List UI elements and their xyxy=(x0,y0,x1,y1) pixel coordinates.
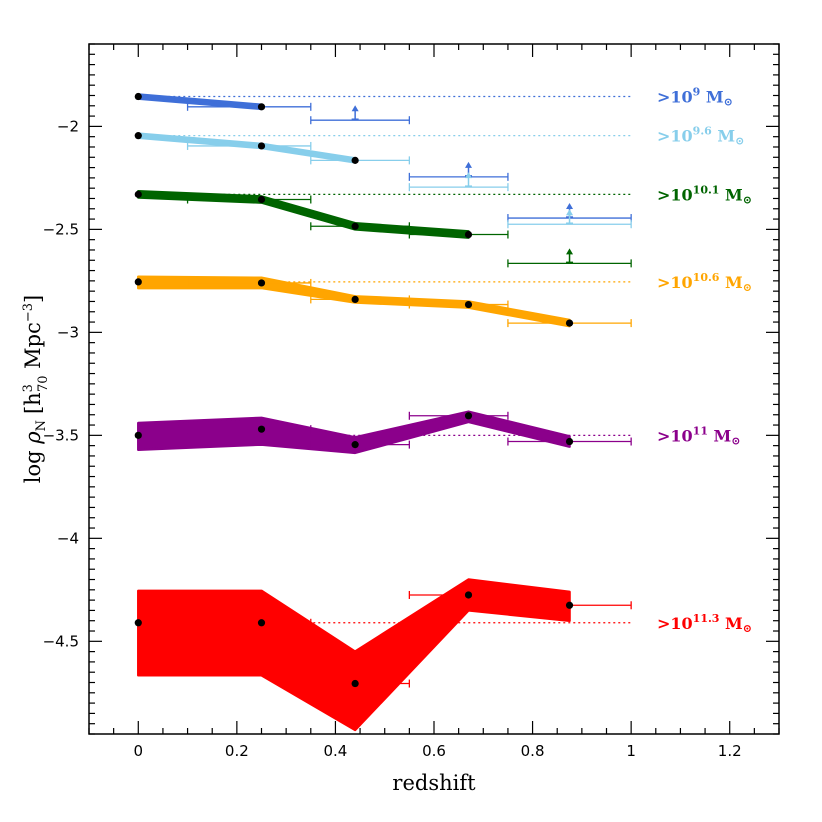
limit-arrow-head xyxy=(566,248,574,255)
data-point xyxy=(257,425,266,433)
data-point xyxy=(565,437,574,446)
limit-arrow-head xyxy=(465,161,472,168)
series-label-sun: ⊙ xyxy=(735,135,744,148)
y-tick-label: −4 xyxy=(57,529,79,547)
series-label: >109.6 M⊙ xyxy=(657,125,744,148)
series-label-unit: M xyxy=(719,273,742,292)
series-label-sun: ⊙ xyxy=(731,434,740,447)
limit-arrow-head xyxy=(566,203,574,210)
series-label-exp: 10.1 xyxy=(693,183,720,196)
y-title-rho-sub: N xyxy=(34,420,49,431)
data-point xyxy=(134,619,142,627)
x-tick-label: 0.8 xyxy=(521,742,545,760)
y-title-prefix: log xyxy=(21,444,45,483)
series-labels-layer: >109 M⊙>109.6 M⊙>1010.1 M⊙>1010.6 M⊙>101… xyxy=(657,86,752,635)
series-label-unit: M xyxy=(719,614,742,633)
data-point xyxy=(351,222,359,230)
data-point xyxy=(464,230,473,239)
series-label-unit: M xyxy=(719,185,742,204)
x-tick-label: 1.2 xyxy=(718,742,742,760)
y-title-rho: ρ xyxy=(21,431,45,445)
series-3 xyxy=(134,275,632,328)
y-axis-title: log ρN [h370 Mpc−3] xyxy=(21,295,51,484)
data-point xyxy=(134,431,142,439)
data-point xyxy=(351,156,359,164)
series-label-exp: 9.6 xyxy=(693,125,712,138)
y-tick-label: −3 xyxy=(57,323,79,341)
x-tick-label: 1 xyxy=(626,742,636,760)
x-axis-title: redshift xyxy=(392,771,476,795)
data-point xyxy=(134,190,142,198)
series-1 xyxy=(134,132,632,229)
data-point xyxy=(257,195,266,204)
x-tick-label: 0.2 xyxy=(225,742,249,760)
y-tick-label: −2 xyxy=(57,117,79,135)
x-tick-label: 0 xyxy=(134,742,144,760)
x-tick-label: 0.6 xyxy=(422,742,446,760)
series-label-sun: ⊙ xyxy=(743,193,752,206)
series-label: >1010.6 M⊙ xyxy=(657,271,752,294)
data-point xyxy=(351,295,359,304)
data-point xyxy=(464,591,473,599)
series-label: >109 M⊙ xyxy=(657,86,733,109)
data-point xyxy=(565,319,574,327)
series-2 xyxy=(134,190,632,268)
series-label-unit: M xyxy=(708,426,731,445)
data-point xyxy=(351,679,359,688)
data-point xyxy=(134,278,142,286)
band xyxy=(137,132,357,164)
series-0 xyxy=(134,92,632,223)
series-label-base: >10 xyxy=(657,88,693,107)
limit-arrow-head xyxy=(465,172,472,179)
y-title-h-sup: 3 xyxy=(21,384,36,392)
series-label-sun: ⊙ xyxy=(743,622,752,635)
data-point xyxy=(134,132,142,140)
series-label-base: >10 xyxy=(657,614,693,633)
series-label-exp: 9 xyxy=(693,86,701,99)
data-point xyxy=(257,279,266,287)
series-label-base: >10 xyxy=(657,273,693,292)
axes-layer: 0 0.2 0.4 0.6 0.8 1 1.2 −2 −2.5 −3 −3.5 −4 −4.5 xyxy=(43,43,780,760)
series-label-exp: 11 xyxy=(693,424,708,437)
data-point xyxy=(464,412,473,420)
series-label-exp: 10.6 xyxy=(693,271,720,284)
y-title-unit: Mpc xyxy=(21,322,45,375)
series-label: >1011.3 M⊙ xyxy=(657,612,752,635)
y-title-bracket-open: [ xyxy=(21,406,45,414)
y-title-bracket-close: ] xyxy=(21,295,45,303)
data-point xyxy=(257,619,266,627)
data-point xyxy=(351,441,359,449)
series-4 xyxy=(134,410,632,455)
data-point xyxy=(134,92,142,101)
data-point xyxy=(464,300,473,309)
series-label-unit: M xyxy=(700,88,723,107)
series-label-base: >10 xyxy=(657,185,693,204)
limit-arrow-head xyxy=(566,209,574,216)
y-tick-label: −4.5 xyxy=(43,632,79,650)
y-title-unit-sup: −3 xyxy=(21,303,36,322)
data-point xyxy=(565,601,574,609)
limit-arrow-head xyxy=(351,105,359,112)
y-tick-label: −3.5 xyxy=(43,426,79,444)
x-tick-label: 0.4 xyxy=(323,742,347,760)
series-label-base: >10 xyxy=(657,426,693,445)
series-label-base: >10 xyxy=(657,127,693,146)
series-label-exp: 11.3 xyxy=(693,612,720,625)
data-point xyxy=(257,103,266,111)
series-label: >1011 M⊙ xyxy=(657,424,740,447)
series-layer xyxy=(134,92,632,732)
y-title-h-sub: 70 xyxy=(36,375,51,392)
series-label-sun: ⊙ xyxy=(724,96,733,109)
series-label-sun: ⊙ xyxy=(743,281,752,294)
band xyxy=(137,578,571,732)
series-label: >1010.1 M⊙ xyxy=(657,183,752,206)
series-label-unit: M xyxy=(712,127,735,146)
y-tick-label: −2.5 xyxy=(43,220,79,238)
data-point xyxy=(257,142,266,150)
band xyxy=(137,410,571,455)
y-title-h: h xyxy=(21,392,45,406)
series-5 xyxy=(134,578,632,732)
